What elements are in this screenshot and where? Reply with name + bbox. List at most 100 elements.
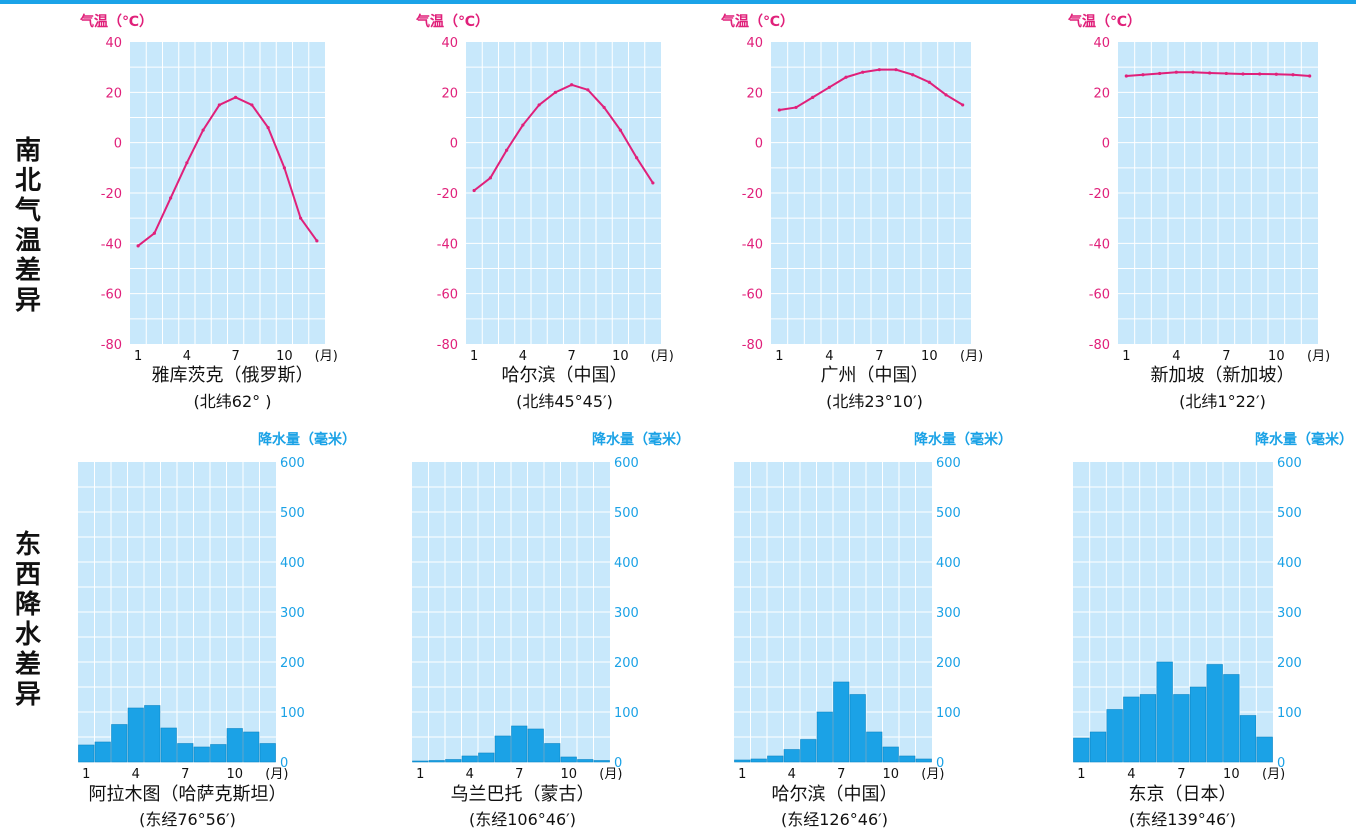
- chart-caption: 乌兰巴托（蒙古）: [450, 784, 595, 805]
- x-tick-label: 10: [276, 349, 293, 364]
- y-tick-label: 0: [614, 756, 622, 771]
- precipitation-bar: [210, 744, 227, 763]
- precipitation-bar: [160, 727, 177, 763]
- temperature-point: [201, 128, 205, 132]
- chart-caption: 阿拉木图（哈萨克斯坦）: [88, 784, 287, 805]
- temperature-point: [635, 156, 639, 160]
- chart-caption: 东京（日本）: [1128, 784, 1237, 805]
- precipitation-chart-1: 600 500 400 300 200 100 0 降水量（毫米） 1 4 7 10 (月): [78, 431, 356, 782]
- axis-title: 降水量（毫米）: [258, 431, 356, 448]
- y-tick-label: 500: [280, 506, 305, 521]
- x-tick-label: 7: [181, 767, 189, 782]
- precipitation-bar: [94, 741, 111, 763]
- precipitation-bar: [1189, 686, 1207, 763]
- temperature-point: [944, 93, 948, 97]
- temperature-point: [136, 244, 140, 248]
- precipitation-chart-3: 600 500 400 300 200 100 0 降水量（毫米） 1 4 7 10 (月): [734, 431, 1012, 782]
- temperature-point: [299, 216, 303, 220]
- y-tick-label: 40: [441, 36, 458, 51]
- x-tick-label: 1: [738, 767, 746, 782]
- y-tick-label: -80: [437, 338, 458, 353]
- temperature-point: [794, 105, 798, 110]
- temperature-point: [961, 103, 965, 107]
- chart-subcaption: (北纬1°22′): [1179, 392, 1266, 411]
- axis-title: 气温（℃）: [720, 13, 794, 30]
- axis-title: 降水量（毫米）: [1255, 431, 1353, 448]
- x-tick-label: 7: [515, 767, 523, 782]
- precipitation-bar: [577, 759, 594, 763]
- y-tick-label: 600: [936, 456, 961, 471]
- precipitation-bar: [734, 759, 751, 763]
- y-tick-label: 400: [936, 556, 961, 571]
- y-tick-label: 0: [114, 137, 122, 152]
- temperature-point: [488, 176, 492, 180]
- y-tick-label: -40: [437, 237, 458, 252]
- y-tick-label: 40: [1093, 36, 1110, 51]
- temperature-point: [505, 148, 509, 152]
- y-tick-label: 400: [1277, 556, 1302, 571]
- axis-title: 降水量（毫米）: [914, 431, 1012, 448]
- precipitation-bar: [177, 743, 194, 763]
- temperature-point: [1258, 72, 1262, 76]
- temperature-point: [777, 108, 781, 112]
- x-tick-label: 10: [882, 767, 899, 782]
- y-tick-label: -80: [1089, 338, 1110, 353]
- x-unit-label: (月): [1262, 767, 1285, 782]
- temperature-point: [877, 68, 881, 72]
- y-tick-label: 0: [280, 756, 288, 771]
- y-tick-label: -60: [1089, 288, 1110, 303]
- x-unit-label: (月): [960, 349, 983, 364]
- y-tick-label: 200: [1277, 656, 1302, 671]
- y-tick-label: 300: [936, 606, 961, 621]
- temperature-point: [282, 166, 286, 170]
- temperature-point: [1224, 71, 1228, 76]
- precipitation-bar: [849, 694, 866, 763]
- x-tick-label: 10: [560, 767, 577, 782]
- precipitation-bar: [527, 728, 544, 763]
- precipitation-bar: [767, 755, 784, 763]
- x-tick-label: 1: [82, 767, 90, 782]
- precipitation-chart-4: 600 500 400 300 200 100 0 降水量（毫米） 1 4 7 10 (月): [1073, 431, 1353, 782]
- temperature-point: [152, 231, 156, 235]
- y-tick-label: 400: [614, 556, 639, 571]
- temperature-point: [1291, 73, 1295, 77]
- precipitation-bar: [127, 707, 144, 763]
- temperature-point: [651, 181, 655, 185]
- temperature-point: [927, 80, 931, 84]
- temperature-point: [618, 128, 622, 132]
- y-tick-label: -60: [437, 288, 458, 303]
- precipitation-bar: [1156, 661, 1173, 763]
- y-tick-label: 500: [1277, 506, 1302, 521]
- row-label-precipitation: 东 西 降 水 差 异: [14, 530, 41, 710]
- top-rule: [0, 0, 1356, 4]
- x-tick-label: 4: [519, 349, 527, 364]
- axis-title: 气温（℃）: [1067, 13, 1141, 30]
- x-tick-label: 4: [132, 767, 140, 782]
- y-tick-label: -40: [101, 237, 122, 252]
- y-tick-label: 0: [936, 756, 944, 771]
- x-unit-label: (月): [599, 767, 622, 782]
- temperature-line: [473, 83, 654, 192]
- y-tick-label: 20: [441, 86, 458, 101]
- precipitation-bar: [1089, 731, 1107, 763]
- x-tick-label: 7: [875, 349, 883, 364]
- x-unit-label: (月): [921, 767, 944, 782]
- precipitation-bar: [560, 756, 577, 763]
- chart-caption: 广州（中国）: [820, 365, 929, 386]
- temperature-point: [217, 103, 221, 107]
- y-tick-label: 0: [755, 137, 763, 152]
- chart-subcaption: (北纬23°10′): [826, 392, 923, 411]
- temperature-point: [185, 161, 189, 165]
- x-unit-label: (月): [1307, 349, 1330, 364]
- precipitation-bar: [1223, 674, 1240, 763]
- temperature-point: [911, 73, 915, 77]
- x-tick-label: 7: [231, 349, 239, 364]
- x-unit-label: (月): [265, 767, 288, 782]
- x-tick-label: 4: [466, 767, 474, 782]
- precipitation-bar: [412, 760, 429, 763]
- temperature-point: [553, 90, 557, 94]
- precipitation-bar: [833, 681, 850, 763]
- x-tick-label: 4: [825, 349, 833, 364]
- y-tick-label: -20: [1089, 187, 1110, 202]
